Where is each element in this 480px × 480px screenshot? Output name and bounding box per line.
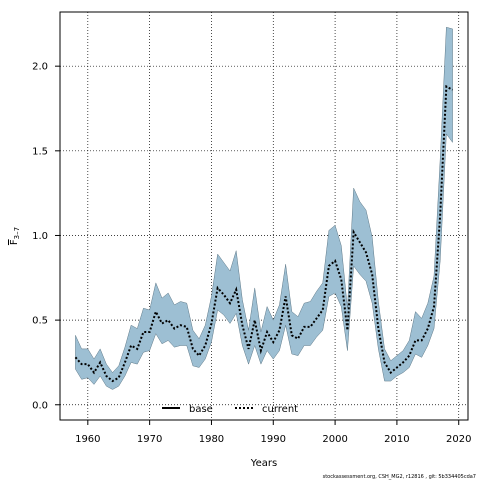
series-line-current	[74, 84, 454, 383]
y-tick-label: 0.0	[32, 400, 48, 411]
y-axis-label-sub: 3–7	[13, 227, 21, 239]
y-axis: 0.0 0.5 1.0 1.5 2.0	[32, 62, 60, 411]
confidence-band	[75, 26, 453, 390]
x-tick-label: 1970	[137, 434, 162, 445]
footnote: stockassessment.org, CSH_MG2, r12816 , g…	[323, 474, 476, 480]
svg-text:F3–7: F3–7	[9, 227, 21, 245]
x-axis: 1960 1970 1980 1990 2000 2010 2020	[75, 420, 471, 445]
x-tick-label: 1990	[261, 434, 286, 445]
y-axis-label: F3–7	[9, 227, 21, 245]
y-tick-label: 2.0	[32, 62, 48, 73]
y-tick-label: 1.0	[32, 231, 48, 242]
x-tick-label: 2020	[446, 434, 471, 445]
x-tick-label: 2010	[384, 434, 409, 445]
plot-frame	[59, 11, 469, 421]
x-tick-label: 2000	[322, 434, 347, 445]
legend: base current	[162, 404, 298, 415]
x-tick-label: 1960	[75, 434, 100, 445]
y-tick-label: 0.5	[32, 316, 48, 327]
legend-label-base: base	[189, 404, 213, 415]
x-axis-label: Years	[250, 458, 277, 469]
legend-label-current: current	[262, 404, 298, 415]
x-tick-label: 1980	[199, 434, 224, 445]
y-axis-label-main: F	[9, 239, 20, 245]
y-tick-label: 1.5	[32, 146, 48, 157]
